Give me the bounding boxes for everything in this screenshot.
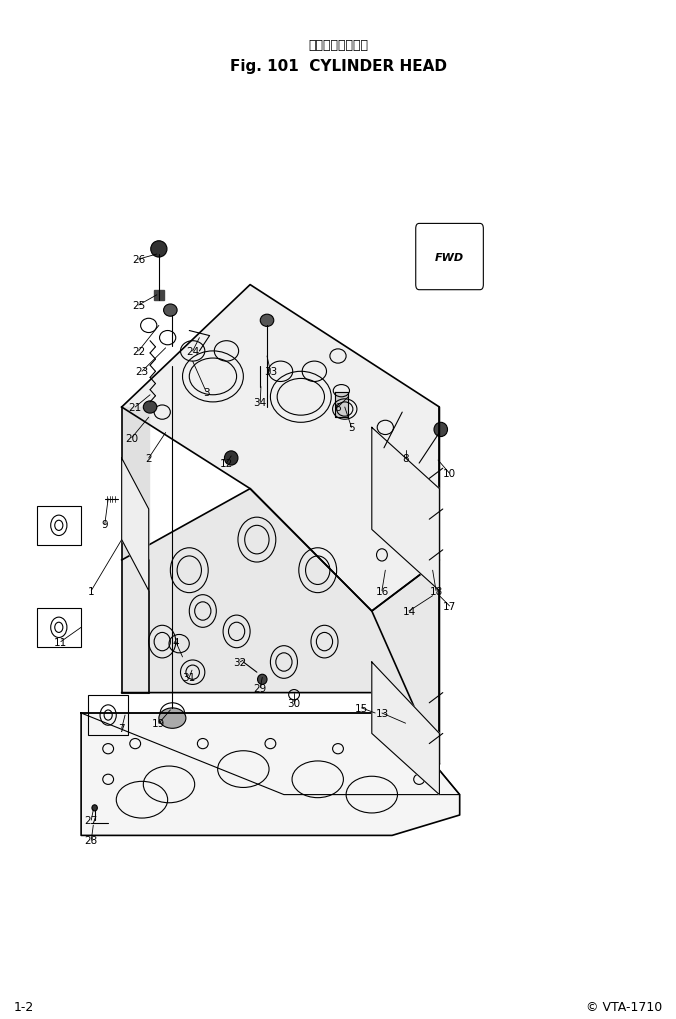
Text: 12: 12 <box>220 459 233 469</box>
Polygon shape <box>122 285 439 611</box>
Text: 10: 10 <box>443 469 456 479</box>
Ellipse shape <box>151 242 167 258</box>
FancyBboxPatch shape <box>416 224 483 290</box>
Text: 7: 7 <box>118 723 125 734</box>
Polygon shape <box>154 290 164 301</box>
Text: 22: 22 <box>132 346 145 357</box>
Text: FWD: FWD <box>435 253 464 262</box>
Polygon shape <box>81 713 460 836</box>
Text: 28: 28 <box>84 836 98 846</box>
Text: 4: 4 <box>172 637 179 647</box>
Text: 6: 6 <box>335 403 341 413</box>
Text: 1-2: 1-2 <box>14 1001 34 1013</box>
Text: 2: 2 <box>145 453 152 464</box>
Text: 15: 15 <box>355 703 368 713</box>
Text: 1: 1 <box>88 586 95 596</box>
Text: 27: 27 <box>84 815 98 825</box>
Text: 19: 19 <box>152 718 166 729</box>
Text: 20: 20 <box>125 433 139 443</box>
Ellipse shape <box>434 423 448 437</box>
Text: 13: 13 <box>375 708 389 718</box>
Text: 5: 5 <box>348 423 355 433</box>
Ellipse shape <box>159 708 186 729</box>
Polygon shape <box>122 408 149 693</box>
Text: 24: 24 <box>186 346 199 357</box>
Text: 3: 3 <box>203 387 210 397</box>
Ellipse shape <box>92 805 97 811</box>
Text: 31: 31 <box>183 673 196 683</box>
Bar <box>88 695 128 736</box>
Polygon shape <box>372 428 439 591</box>
Text: 18: 18 <box>429 586 443 596</box>
Text: 17: 17 <box>443 601 456 611</box>
Polygon shape <box>372 662 439 795</box>
Text: 26: 26 <box>132 255 145 265</box>
Text: シリンダヸヘッド: シリンダヸヘッド <box>308 40 368 52</box>
Text: 25: 25 <box>132 301 145 311</box>
Bar <box>37 608 81 647</box>
Ellipse shape <box>260 315 274 327</box>
Text: 33: 33 <box>264 367 277 377</box>
Text: 16: 16 <box>375 586 389 596</box>
Polygon shape <box>335 392 348 418</box>
Polygon shape <box>122 489 439 764</box>
Text: 21: 21 <box>128 403 142 413</box>
Text: 29: 29 <box>254 683 267 693</box>
Text: 32: 32 <box>233 657 247 667</box>
Text: 23: 23 <box>135 367 149 377</box>
Text: 34: 34 <box>254 397 267 408</box>
Polygon shape <box>122 459 149 591</box>
Ellipse shape <box>143 401 157 414</box>
Text: 30: 30 <box>287 698 301 708</box>
Ellipse shape <box>224 451 238 466</box>
Ellipse shape <box>258 675 267 685</box>
Text: © VTA-1710: © VTA-1710 <box>586 1001 662 1013</box>
Ellipse shape <box>164 305 177 317</box>
Text: 11: 11 <box>54 637 68 647</box>
Text: 9: 9 <box>101 520 108 530</box>
Text: Fig. 101  CYLINDER HEAD: Fig. 101 CYLINDER HEAD <box>229 59 447 73</box>
Bar <box>37 506 81 545</box>
Text: 8: 8 <box>402 453 409 464</box>
Text: 14: 14 <box>402 606 416 616</box>
